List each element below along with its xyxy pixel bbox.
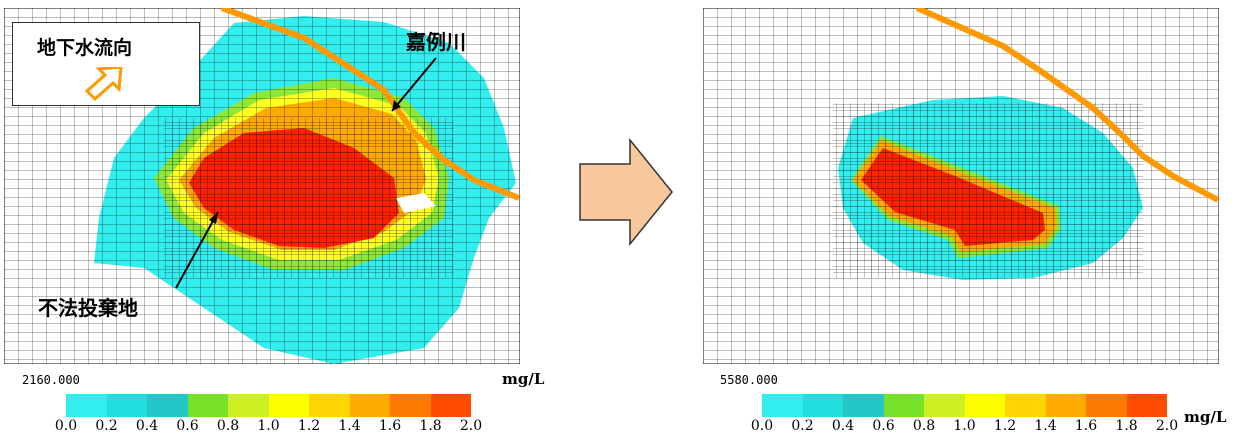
left-colorbar-swatch [106,394,147,417]
left-colorbar-tick-label: 2.0 [459,418,483,434]
legend-title: 地下水流向 [37,37,133,59]
right-time-label: 5580.000 [720,373,778,387]
right-colorbar-swatch [1005,394,1046,417]
right-colorbar-swatch [1126,394,1167,417]
right-colorbar-tick-label: 1.0 [953,418,976,434]
left-colorbar-swatch [66,394,107,417]
left-colorbar-swatch [390,394,431,417]
right-colorbar-tick-label: 1.8 [1115,418,1138,434]
left-colorbar-tick-label: 1.6 [378,418,402,434]
left-unit-label: mg/L [502,370,545,388]
flow-direction-arrow-icon [84,67,123,101]
right-colorbar-tick-label: 1.4 [1034,418,1057,434]
left-colorbar-swatch [187,394,228,417]
left-colorbar-swatch [147,394,188,417]
right-colorbar-tick-label: 0.8 [912,418,936,434]
left-colorbar-tick-label: 0.4 [135,418,159,434]
left-colorbar-swatch [228,394,269,417]
right-colorbar-tick-label: 0.6 [872,418,895,434]
left-colorbar-tick-label: 1.2 [297,418,321,434]
right-river-line [915,8,1219,203]
left-river-line [220,8,520,201]
right-colorbar-tick-label: 0.0 [750,418,774,434]
left-colorbar-tick-label: 1.0 [257,418,280,434]
left-colorbar [66,394,471,417]
right-contour-map [703,8,1219,364]
right-colorbar-swatch [802,394,843,417]
transition-arrow-icon [579,137,673,247]
right-colorbar-tick-label: 0.4 [831,418,855,434]
dumping-site-label: 不法投棄地 [38,296,138,320]
river-label: 嘉例川 [406,30,466,54]
right-unit-label: mg/L [1184,408,1227,426]
right-colorbar-tick-label: 1.6 [1074,418,1098,434]
left-colorbar-tick-label: 1.4 [338,418,361,434]
left-colorbar-swatch [430,394,471,417]
right-colorbar-swatch [762,394,803,417]
right-colorbar-swatch [883,394,924,417]
left-colorbar-tick-label: 0.0 [54,418,78,434]
right-contour-panel [703,8,1219,364]
left-time-label: 2160.000 [22,373,80,387]
left-colorbar-swatch [309,394,350,417]
right-colorbar-swatch [843,394,884,417]
left-contour-panel: 地下水流向 嘉例川 不法投棄地 [4,8,520,364]
left-colorbar-tick-label: 1.8 [419,418,442,434]
left-colorbar-tick-label: 0.8 [216,418,240,434]
left-colorbar-tick-label: 0.2 [95,418,118,434]
left-colorbar-tick-label: 0.6 [176,418,199,434]
right-colorbar-swatch [1086,394,1127,417]
left-colorbar-swatch [349,394,390,417]
right-colorbar-swatch [964,394,1005,417]
left-contour-map [4,8,520,364]
groundwater-flow-legend: 地下水流向 [12,22,200,106]
right-colorbar-tick-label: 2.0 [1155,418,1179,434]
right-colorbar-tick-label: 1.2 [993,418,1017,434]
left-colorbar-ticks: 0.0 0.2 0.4 0.6 0.8 1.0 1.2 1.4 1.6 1.8 2.0 [55,418,482,436]
left-colorbar-swatch [268,394,309,417]
right-colorbar-swatch [1045,394,1086,417]
right-colorbar [762,394,1167,417]
right-colorbar-ticks: 0.0 0.2 0.4 0.6 0.8 1.0 1.2 1.4 1.6 1.8 2.0 [751,418,1178,436]
right-colorbar-tick-label: 0.2 [791,418,814,434]
right-colorbar-swatch [924,394,965,417]
